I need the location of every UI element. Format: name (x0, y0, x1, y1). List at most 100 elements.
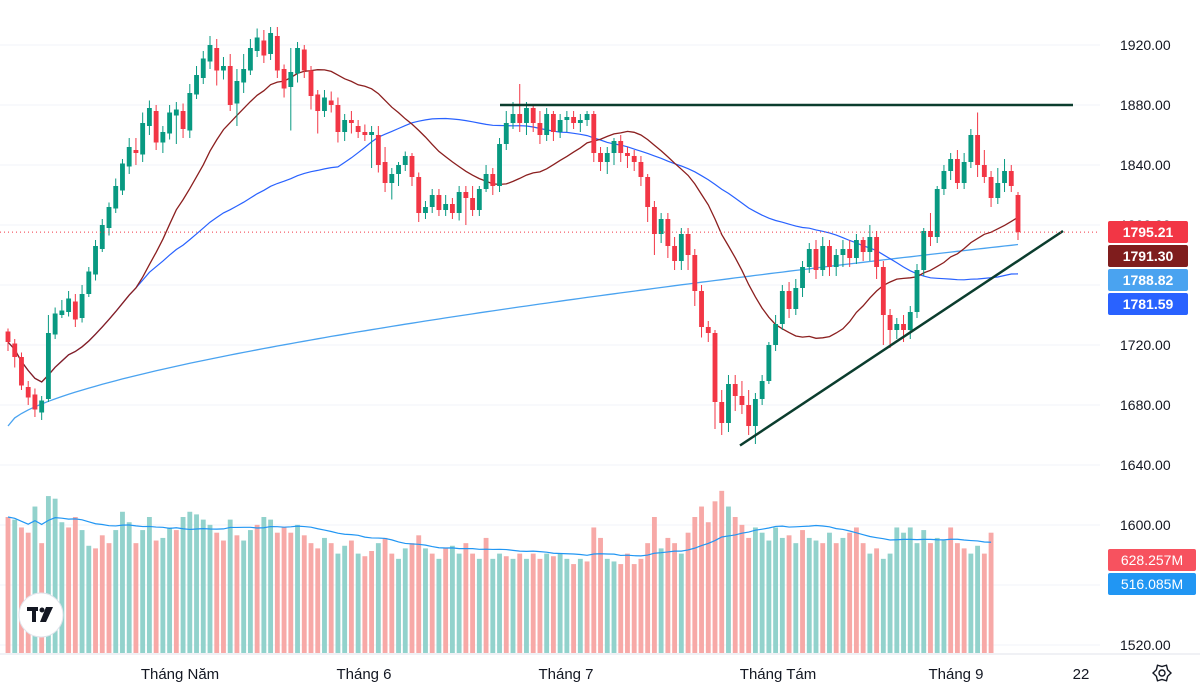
volume-bar (281, 527, 287, 653)
volume-bar (301, 535, 307, 653)
candle (571, 111, 577, 129)
volume-bar (928, 543, 933, 653)
candle (362, 124, 368, 141)
volume-bar (288, 532, 294, 653)
candle (106, 202, 112, 236)
volume-bar (52, 498, 58, 653)
candle (322, 90, 327, 117)
candle (254, 28, 260, 57)
volume-bar (604, 558, 610, 653)
candle (981, 150, 987, 183)
candle (726, 375, 731, 432)
candle (921, 228, 927, 276)
candle (827, 240, 832, 276)
support-trendline[interactable] (739, 229, 1064, 447)
volume-bar (342, 545, 348, 653)
candle (19, 352, 24, 390)
time-tick-label: Tháng Năm (141, 666, 219, 683)
volume-bar (948, 527, 954, 653)
volume-bar (773, 527, 779, 653)
candle (52, 307, 58, 339)
candle (699, 285, 704, 338)
volume-bar (934, 537, 940, 653)
tradingview-logo[interactable] (18, 592, 64, 638)
volume-bar (194, 514, 199, 653)
volume-bar (611, 561, 617, 653)
volume-bar (234, 535, 240, 653)
candle (712, 330, 718, 429)
volume-bar (907, 527, 913, 653)
volume-bars (5, 490, 994, 653)
settings-icon[interactable] (1151, 664, 1173, 682)
volume-bar (167, 527, 173, 653)
volume-bar (79, 530, 85, 653)
candle (820, 237, 826, 276)
candle (672, 237, 678, 270)
candle (847, 240, 853, 267)
volume-bar (705, 522, 711, 653)
volume-bar (180, 517, 186, 653)
volume-bar (396, 558, 401, 653)
volume-bar (416, 535, 422, 653)
candle (429, 189, 435, 213)
candle (591, 111, 597, 162)
volume-bar (126, 522, 132, 653)
svg-text:628.257M: 628.257M (1121, 552, 1183, 568)
candle (140, 112, 146, 162)
volume-bar (645, 543, 651, 653)
volume-bar (880, 558, 886, 653)
candle (618, 135, 624, 162)
candle (348, 111, 354, 134)
candle (227, 54, 233, 111)
price-tick-label: 1520.00 (1120, 637, 1171, 653)
candle (948, 153, 954, 180)
candle (806, 243, 812, 273)
volume-bar (32, 506, 38, 653)
candle (874, 231, 880, 279)
candle (120, 159, 125, 195)
candle (833, 249, 839, 276)
candle (167, 105, 173, 140)
volume-bar (719, 490, 725, 653)
volume-bar (93, 548, 98, 653)
candle (658, 213, 664, 243)
candle (524, 102, 529, 135)
volume-bar (813, 540, 819, 653)
time-axis[interactable]: Tháng Năm Tháng 6 Tháng 7 Tháng Tám Tháng 9 2… (0, 653, 1200, 683)
volume-bar (914, 543, 920, 653)
price-tick-label: 1880.00 (1120, 97, 1171, 113)
price-tick-label: 1640.00 (1120, 457, 1171, 473)
volume-bar (981, 553, 987, 653)
candle (645, 174, 651, 222)
candle (281, 64, 287, 98)
price-tick-label: 1840.00 (1120, 157, 1171, 173)
candle (759, 375, 765, 405)
volume-bar (598, 537, 603, 653)
volume-bar (921, 530, 927, 653)
volume-bar (483, 537, 489, 653)
candle (66, 291, 72, 317)
volume-bar (45, 496, 51, 653)
volume-bar (726, 506, 731, 653)
volume-bar (449, 545, 455, 653)
volume-bar (295, 524, 300, 653)
volume-bar (524, 558, 529, 653)
candle (187, 84, 193, 138)
candle (577, 114, 583, 132)
volume-bar (874, 548, 880, 653)
candle (685, 228, 691, 270)
volume-bar (625, 553, 630, 653)
trendline-drawings[interactable] (0, 103, 1100, 447)
candle (39, 396, 45, 420)
volume-bar (510, 558, 516, 653)
candle (416, 172, 422, 222)
volume-bar (436, 558, 442, 653)
volume-bar (214, 532, 220, 653)
volume-bar (779, 537, 785, 653)
candle (995, 168, 1001, 204)
volume-bar (476, 558, 482, 653)
volume-bar (106, 543, 112, 653)
volume-bar (712, 501, 718, 653)
candle (766, 342, 772, 384)
